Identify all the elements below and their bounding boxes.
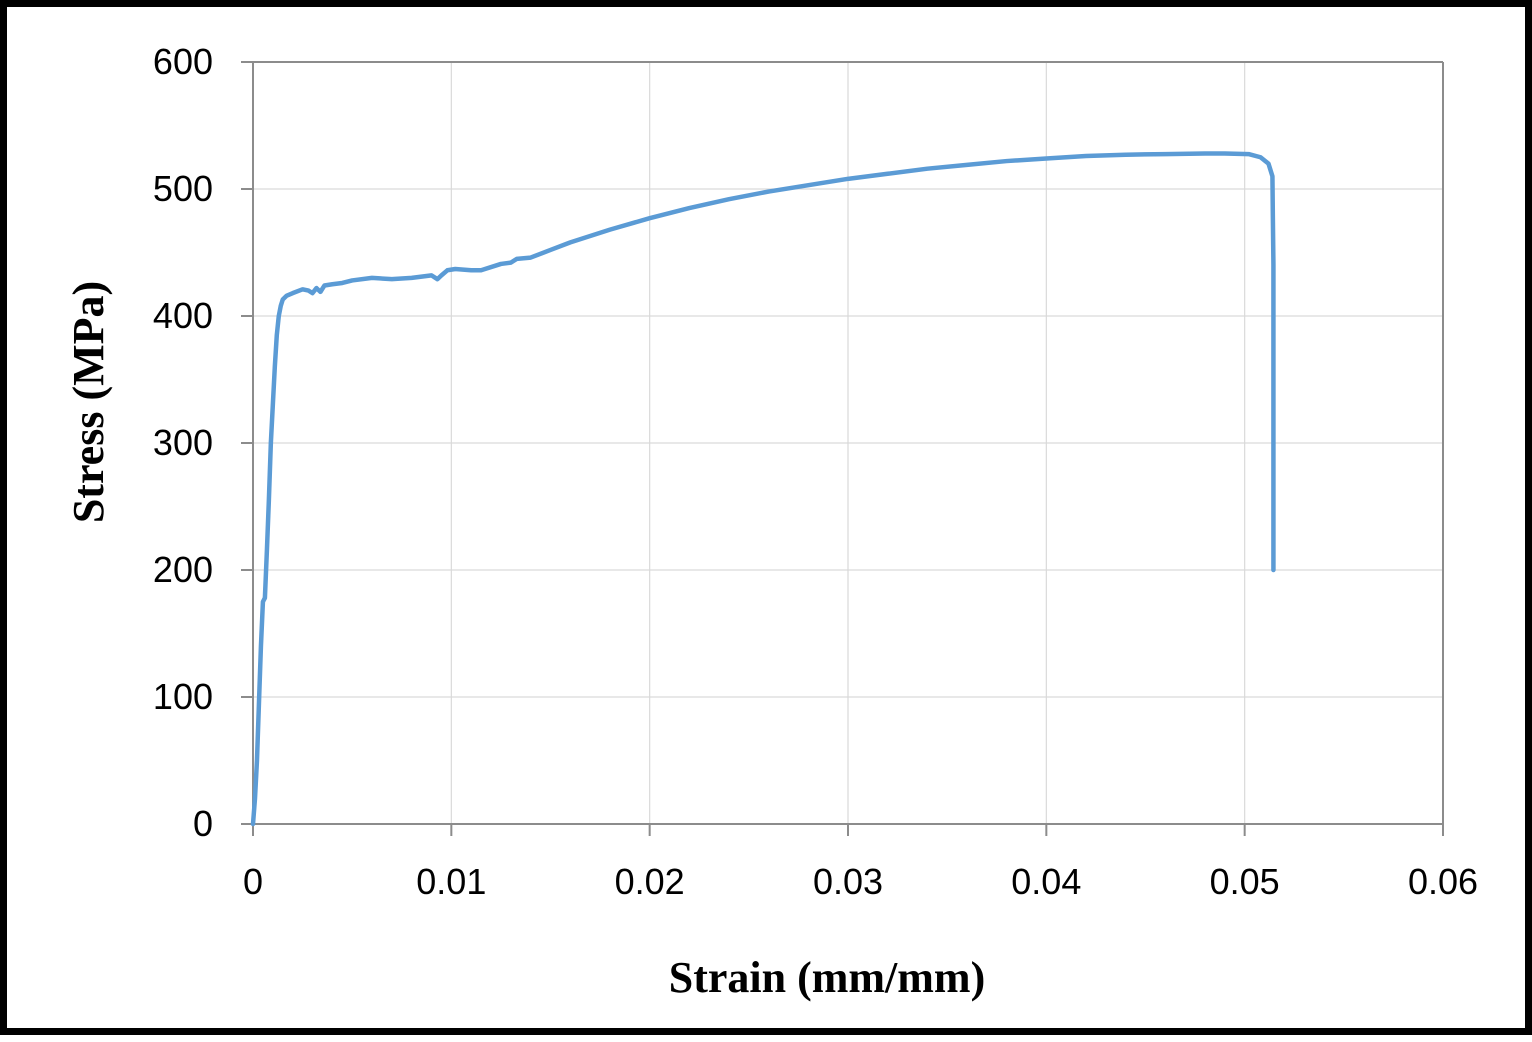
x-tick-label: 0.01 — [416, 861, 486, 902]
y-tick-label: 0 — [193, 803, 213, 844]
y-tick-label: 500 — [153, 168, 213, 209]
gridlines — [253, 61, 1444, 824]
x-tick-label: 0.06 — [1408, 861, 1478, 902]
y-tick-label: 400 — [153, 295, 213, 336]
y-tick-label: 600 — [153, 41, 213, 82]
y-tick-label: 100 — [153, 676, 213, 717]
x-tick-label: 0.03 — [813, 861, 883, 902]
stress-strain-chart: 0 100 200 300 400 500 600 0 0.01 0.02 0.03 0.04 0.05… — [64, 41, 1478, 1002]
y-tick-label: 200 — [153, 549, 213, 590]
x-tick-label: 0 — [243, 861, 263, 902]
series-layer — [250, 151, 1276, 827]
x-tick-label: 0.05 — [1210, 861, 1280, 902]
x-tick-label: 0.04 — [1011, 861, 1081, 902]
x-axis-title: Strain (mm/mm) — [669, 953, 986, 1002]
series-line — [250, 151, 1276, 827]
y-tick-label: 300 — [153, 422, 213, 463]
axes — [241, 61, 1444, 836]
y-axis-title: Stress (MPa) — [64, 281, 113, 523]
x-tick-label: 0.02 — [615, 861, 685, 902]
tick-labels: 0 100 200 300 400 500 600 0 0.01 0.02 0.03 0.04 0.05… — [153, 41, 1478, 902]
